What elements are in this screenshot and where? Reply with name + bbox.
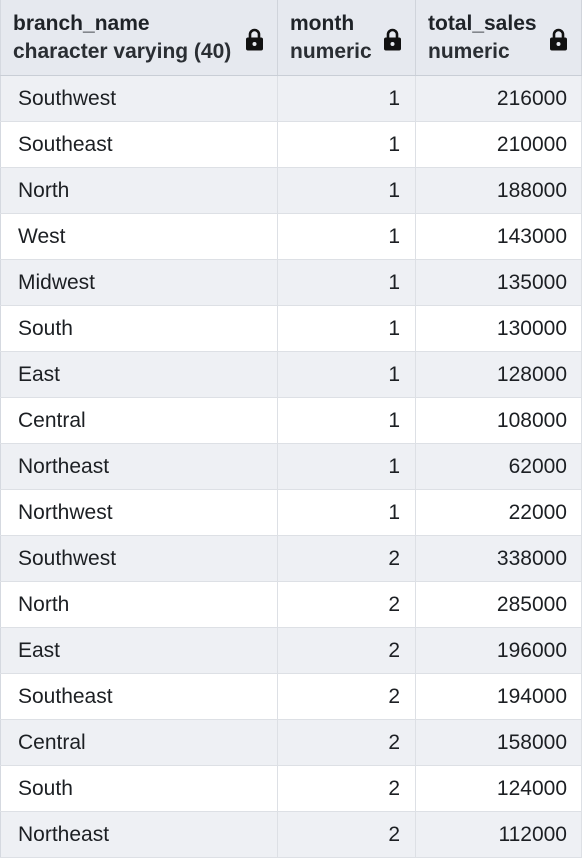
cell-month[interactable]: 1 xyxy=(277,259,416,306)
table-row[interactable]: Central 2 158000 xyxy=(0,719,582,766)
cell-month[interactable]: 1 xyxy=(277,351,416,398)
cell-branch-name[interactable]: East xyxy=(0,351,278,398)
table-row[interactable]: Southeast 1 210000 xyxy=(0,121,582,168)
cell-month[interactable]: 2 xyxy=(277,535,416,582)
table-row[interactable]: South 2 124000 xyxy=(0,765,582,812)
column-name: month xyxy=(290,12,355,35)
cell-month[interactable]: 2 xyxy=(277,627,416,674)
table-row[interactable]: South 1 130000 xyxy=(0,305,582,352)
cell-month[interactable]: 1 xyxy=(277,397,416,444)
cell-month[interactable]: 2 xyxy=(277,581,416,628)
cell-branch-name[interactable]: Central xyxy=(0,719,278,766)
cell-branch-name[interactable]: North xyxy=(0,167,278,214)
column-header-total-sales[interactable]: total_sales numeric xyxy=(415,0,582,76)
cell-total-sales[interactable]: 158000 xyxy=(415,719,582,766)
table-row[interactable]: North 1 188000 xyxy=(0,167,582,214)
table-row[interactable]: Southwest 1 216000 xyxy=(0,75,582,122)
cell-month[interactable]: 1 xyxy=(277,489,416,536)
cell-total-sales[interactable]: 112000 xyxy=(415,811,582,858)
table-row[interactable]: East 2 196000 xyxy=(0,627,582,674)
table-row[interactable]: Midwest 1 135000 xyxy=(0,259,582,306)
column-name: total_sales xyxy=(428,12,537,35)
lock-icon xyxy=(550,28,567,51)
table-row[interactable]: North 2 285000 xyxy=(0,581,582,628)
cell-branch-name[interactable]: Southwest xyxy=(0,75,278,122)
cell-total-sales[interactable]: 143000 xyxy=(415,213,582,260)
cell-branch-name[interactable]: West xyxy=(0,213,278,260)
cell-total-sales[interactable]: 22000 xyxy=(415,489,582,536)
table-row[interactable]: Southeast 2 194000 xyxy=(0,673,582,720)
table-row[interactable]: Central 1 108000 xyxy=(0,397,582,444)
cell-total-sales[interactable]: 216000 xyxy=(415,75,582,122)
cell-month[interactable]: 1 xyxy=(277,75,416,122)
table-row[interactable]: West 1 143000 xyxy=(0,213,582,260)
cell-total-sales[interactable]: 135000 xyxy=(415,259,582,306)
lock-icon xyxy=(246,28,263,51)
cell-branch-name[interactable]: Northeast xyxy=(0,811,278,858)
column-type: numeric xyxy=(428,40,510,63)
table-row[interactable]: Northeast 2 112000 xyxy=(0,811,582,858)
cell-total-sales[interactable]: 62000 xyxy=(415,443,582,490)
cell-total-sales[interactable]: 128000 xyxy=(415,351,582,398)
cell-month[interactable]: 1 xyxy=(277,443,416,490)
cell-branch-name[interactable]: Northwest xyxy=(0,489,278,536)
cell-branch-name[interactable]: Southeast xyxy=(0,673,278,720)
cell-total-sales[interactable]: 210000 xyxy=(415,121,582,168)
cell-month[interactable]: 1 xyxy=(277,121,416,168)
column-type: numeric xyxy=(290,40,372,63)
header-row: branch_name character varying (40) month… xyxy=(0,0,582,76)
cell-branch-name[interactable]: Southeast xyxy=(0,121,278,168)
cell-branch-name[interactable]: South xyxy=(0,305,278,352)
cell-total-sales[interactable]: 130000 xyxy=(415,305,582,352)
column-header-branch-name[interactable]: branch_name character varying (40) xyxy=(0,0,278,76)
table-row[interactable]: Northwest 1 22000 xyxy=(0,489,582,536)
cell-branch-name[interactable]: South xyxy=(0,765,278,812)
cell-total-sales[interactable]: 338000 xyxy=(415,535,582,582)
grid-header: branch_name character varying (40) month… xyxy=(0,0,582,76)
cell-month[interactable]: 2 xyxy=(277,765,416,812)
cell-total-sales[interactable]: 108000 xyxy=(415,397,582,444)
cell-branch-name[interactable]: East xyxy=(0,627,278,674)
cell-branch-name[interactable]: Midwest xyxy=(0,259,278,306)
cell-branch-name[interactable]: North xyxy=(0,581,278,628)
cell-month[interactable]: 1 xyxy=(277,167,416,214)
cell-total-sales[interactable]: 194000 xyxy=(415,673,582,720)
column-header-month[interactable]: month numeric xyxy=(277,0,416,76)
cell-total-sales[interactable]: 124000 xyxy=(415,765,582,812)
cell-total-sales[interactable]: 285000 xyxy=(415,581,582,628)
cell-month[interactable]: 1 xyxy=(277,213,416,260)
cell-month[interactable]: 2 xyxy=(277,673,416,720)
cell-total-sales[interactable]: 196000 xyxy=(415,627,582,674)
cell-month[interactable]: 1 xyxy=(277,305,416,352)
cell-branch-name[interactable]: Southwest xyxy=(0,535,278,582)
lock-icon xyxy=(384,28,401,51)
column-type: character varying (40) xyxy=(13,40,232,63)
grid-body: Southwest 1 216000 Southeast 1 210000 No… xyxy=(0,75,582,858)
cell-total-sales[interactable]: 188000 xyxy=(415,167,582,214)
cell-branch-name[interactable]: Northeast xyxy=(0,443,278,490)
table-row[interactable]: Southwest 2 338000 xyxy=(0,535,582,582)
column-name: branch_name xyxy=(13,12,150,35)
cell-month[interactable]: 2 xyxy=(277,719,416,766)
table-row[interactable]: East 1 128000 xyxy=(0,351,582,398)
cell-month[interactable]: 2 xyxy=(277,811,416,858)
cell-branch-name[interactable]: Central xyxy=(0,397,278,444)
table-row[interactable]: Northeast 1 62000 xyxy=(0,443,582,490)
